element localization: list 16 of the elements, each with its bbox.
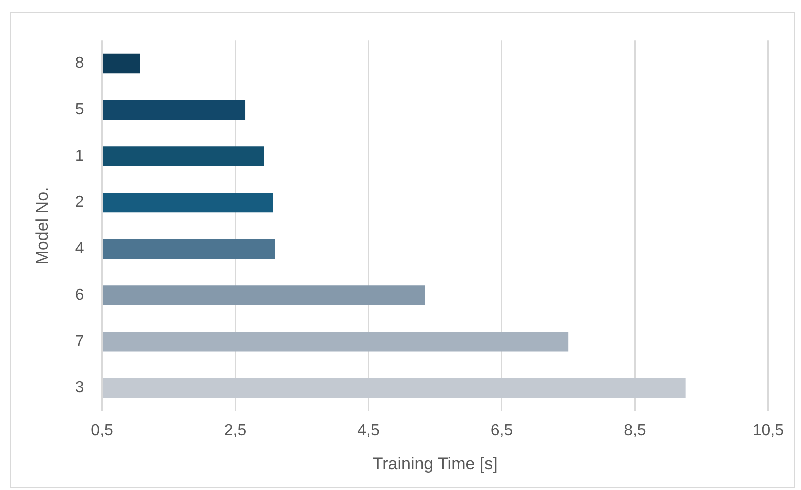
y-tick-label: 7 — [75, 333, 84, 350]
y-tick-label: 8 — [75, 55, 84, 72]
x-tick-label: 8,5 — [624, 422, 646, 440]
x-tick-label: 10,5 — [752, 422, 784, 440]
x-tick-label: 6,5 — [490, 422, 514, 440]
x-tick-label: 0,5 — [91, 422, 114, 440]
y-tick-label: 4 — [75, 240, 84, 258]
y-axis-title: Model No. — [32, 187, 52, 265]
y-tick-label: 3 — [75, 380, 84, 397]
y-tick-label: 5 — [75, 102, 84, 119]
y-tick-label: 6 — [75, 286, 84, 304]
x-axis-title: Training Time [s] — [372, 454, 498, 474]
y-tick-label: 2 — [75, 194, 84, 212]
x-tick-label: 4,5 — [358, 422, 380, 440]
y-tick-label: 1 — [75, 148, 84, 165]
x-tick-label: 2,5 — [224, 422, 247, 440]
